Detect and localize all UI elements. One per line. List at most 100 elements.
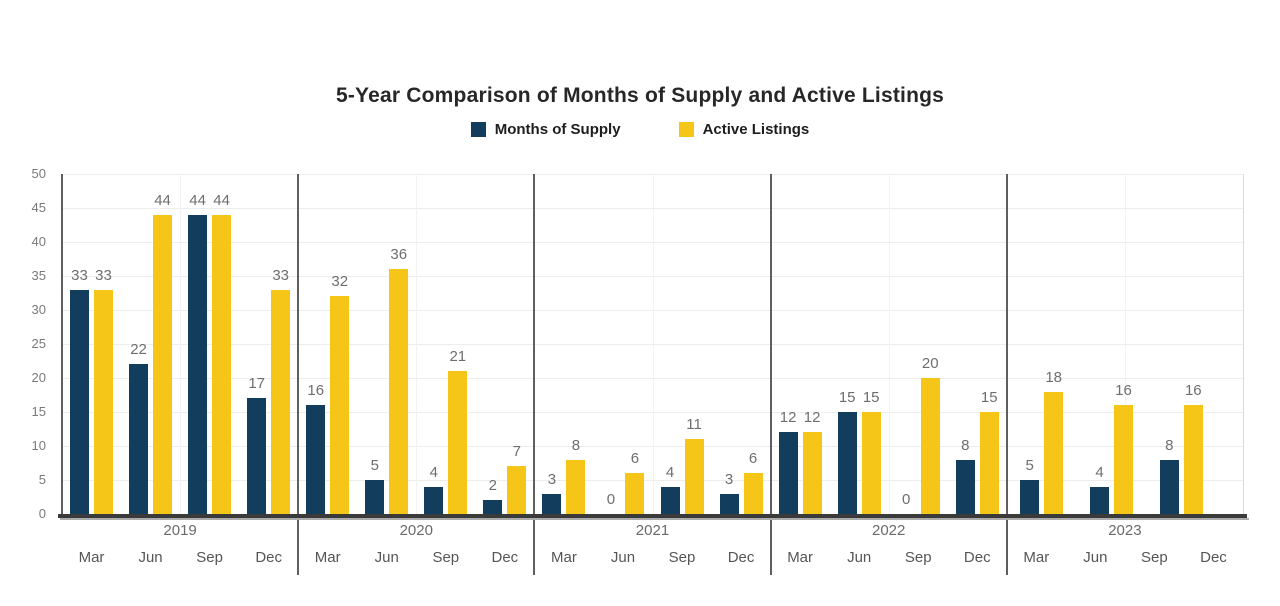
bar-months-of-supply: 3 — [719, 472, 739, 514]
gridline-vertical — [180, 174, 182, 514]
bar-months-of-supply: 22 — [129, 342, 149, 514]
bar-months-of-supply: 33 — [70, 268, 90, 514]
bar-active-listings: 6 — [743, 451, 763, 514]
quarter-label: Sep — [1141, 549, 1168, 566]
year-panel-2020: 16 32 5 36 4 21 2 7 — [298, 174, 534, 514]
plot-right-border — [1243, 174, 1244, 514]
bar-active-listings: 16 — [1113, 383, 1133, 514]
year-separator — [533, 174, 536, 575]
bar-value-label: 3 — [547, 470, 557, 488]
bar-value-label: 8 — [571, 436, 581, 454]
bar-group-2019-Mar: 33 33 — [70, 174, 114, 514]
bar-months-of-supply: 4 — [1089, 465, 1109, 514]
bar-value-label: 6 — [630, 450, 640, 468]
chart-legend: Months of Supply Active Listings — [0, 121, 1280, 138]
bar-active-listings: 36 — [389, 247, 409, 514]
bar-group-2019-Sep: 44 44 — [188, 174, 232, 514]
bar-months-of-supply: 8 — [955, 438, 975, 514]
bar-group-2019-Dec: 17 33 — [247, 174, 291, 514]
bar-group-2022-Jun: 15 15 — [837, 174, 881, 514]
bar-value-label: 44 — [154, 191, 171, 209]
y-axis-tick-label: 0 — [38, 506, 46, 521]
y-axis-tick-label: 20 — [31, 370, 46, 385]
quarter-label: Sep — [432, 549, 460, 566]
bar-value-label: 8 — [1165, 436, 1174, 454]
bar-active-listings: 21 — [448, 349, 468, 514]
bar-value-label: 7 — [512, 443, 522, 461]
quarter-label: Sep — [196, 549, 223, 566]
quarter-label: Jun — [1083, 549, 1108, 566]
y-axis-tick-label: 50 — [31, 166, 46, 181]
bar-group-2021-Sep: 4 11 — [660, 174, 704, 514]
y-axis-tick-label: 15 — [31, 404, 46, 419]
bar-active-listings: 33 — [271, 268, 291, 514]
page-title: 5-Year Comparison of Months of Supply an… — [335, 84, 945, 107]
year-separator — [297, 174, 300, 575]
gridline-vertical — [416, 174, 418, 514]
quarter-label: Jun — [847, 549, 872, 566]
bar-value-label: 44 — [189, 191, 206, 209]
quarter-label: Dec — [1200, 549, 1227, 566]
bar-months-of-supply: 4 — [424, 465, 444, 514]
bar-value-label: 18 — [1045, 368, 1063, 386]
quarter-label: Sep — [904, 549, 932, 566]
quarter-label-row: Mar Jun Sep Dec — [534, 549, 770, 566]
bar-months-of-supply: 5 — [1020, 458, 1040, 514]
bar-value-label: 4 — [665, 463, 675, 481]
bar-group-2022-Dec: 8 15 — [955, 174, 999, 514]
bar-value-label: 16 — [1184, 382, 1202, 400]
y-axis-tick-label: 5 — [38, 472, 46, 487]
bar-value-label: 5 — [370, 457, 379, 474]
y-axis-tick-label: 40 — [31, 234, 46, 249]
bar-group-2023-Mar: 5 18 — [1020, 174, 1064, 514]
bar-value-label: 15 — [980, 389, 998, 406]
bar-value-label: 0 — [902, 491, 911, 508]
bar-months-of-supply: 8 — [1159, 438, 1179, 514]
bar-value-label: 12 — [803, 409, 821, 427]
navy-square-swatch — [470, 122, 486, 137]
bar-months-of-supply: 2 — [483, 478, 503, 514]
bar-group-2023-Jun: 4 16 — [1089, 174, 1133, 514]
bar-group-2020-Sep: 4 21 — [424, 174, 468, 514]
bar-value-label: 21 — [449, 348, 467, 366]
bar-value-label: 33 — [272, 266, 289, 284]
bar-group-2020-Mar: 16 32 — [306, 174, 350, 514]
year-separator — [769, 174, 772, 575]
legend-item-months-of-supply: Months of Supply — [470, 121, 621, 138]
bar-months-of-supply: 12 — [778, 410, 798, 514]
bar-active-listings: 15 — [979, 390, 999, 514]
axis-baseline-shadow — [60, 518, 1249, 520]
bar-active-listings: 44 — [212, 193, 232, 514]
bar-active-listings: 44 — [153, 193, 173, 514]
bar-active-listings: 16 — [1183, 383, 1203, 514]
bar-value-label: 4 — [429, 463, 438, 481]
year-label: 2023 — [1108, 522, 1142, 539]
bar-value-label: 2 — [488, 477, 498, 495]
bar-value-label: 33 — [95, 266, 112, 284]
bar-active-listings: 20 — [920, 356, 940, 514]
gridline-vertical — [1124, 174, 1126, 514]
quarter-label: Dec — [963, 549, 991, 566]
year-panel-2021: 3 8 0 6 4 11 3 6 — [534, 174, 770, 514]
legend-item-active-listings: Active Listings — [678, 121, 809, 138]
bar-active-listings: 7 — [507, 444, 527, 514]
bar-value-label: 33 — [71, 266, 88, 284]
year-label: 2022 — [872, 522, 906, 539]
year-separator — [1005, 174, 1008, 575]
bar-value-label: 20 — [921, 355, 939, 372]
y-axis-tick-label: 35 — [31, 268, 46, 283]
bar-group-2022-Sep: 0 20 — [897, 174, 940, 514]
quarter-label: Mar — [78, 549, 105, 566]
bar-value-label: 3 — [724, 470, 734, 488]
year-label: 2019 — [163, 522, 197, 539]
plot-left-border — [61, 174, 63, 514]
quarter-label: Jun — [374, 549, 399, 566]
quarter-label-row: Mar Jun Sep Dec — [1007, 549, 1243, 566]
quarter-label: Mar — [550, 549, 577, 566]
axis-baseline — [58, 514, 1247, 518]
quarter-label: Dec — [727, 549, 755, 566]
bar-value-label: 6 — [748, 450, 758, 468]
